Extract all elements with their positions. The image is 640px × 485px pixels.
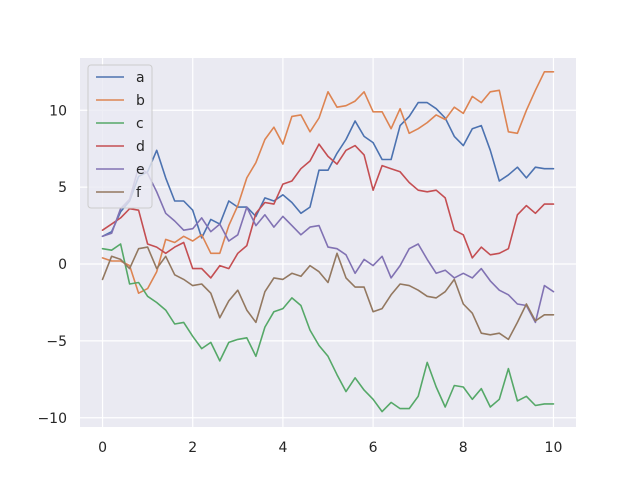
- y-tick-label: −10: [37, 411, 67, 427]
- series-line-e: [101, 166, 555, 324]
- legend-label-d: d: [136, 139, 145, 155]
- series-line-a: [101, 101, 555, 239]
- y-tick-label: 5: [58, 180, 67, 196]
- x-tick-label: 2: [188, 440, 197, 456]
- legend-label-e: e: [136, 162, 145, 178]
- series-line-c: [101, 243, 555, 413]
- series-line-f: [101, 246, 555, 341]
- x-tick-label: 0: [98, 440, 107, 456]
- legend-label-a: a: [136, 70, 145, 86]
- legend-label-f: f: [136, 185, 142, 201]
- series-line-d: [101, 143, 555, 279]
- series-lines: [101, 71, 555, 413]
- y-tick-label: 0: [58, 257, 67, 273]
- y-tick-label: 10: [49, 103, 67, 119]
- legend-box: [87, 64, 153, 209]
- x-tick-label: 6: [369, 440, 378, 456]
- x-tick-label: 4: [278, 440, 287, 456]
- tick-labels: 0 2 4 6 8 10 −10 −5 0 5 10: [37, 103, 562, 456]
- x-tick-label: 10: [545, 440, 563, 456]
- legend-label-c: c: [136, 116, 144, 132]
- legend-label-b: b: [136, 93, 145, 109]
- series-line-b: [101, 71, 555, 295]
- y-tick-label: −5: [46, 334, 67, 350]
- grid-lines: [80, 58, 576, 427]
- plot-area: [80, 58, 576, 427]
- x-tick-label: 8: [459, 440, 468, 456]
